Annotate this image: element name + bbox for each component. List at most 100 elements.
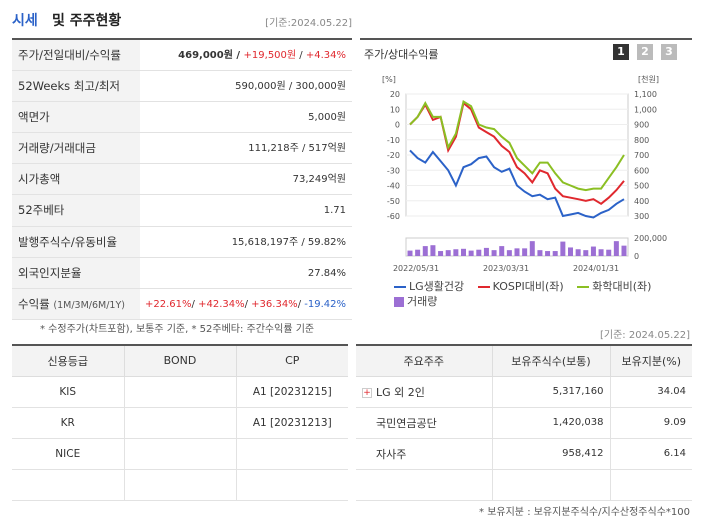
cp-cell [235, 469, 348, 501]
pct-cell: 9.09 [609, 407, 692, 439]
chart-page-1-button[interactable]: 1 [613, 44, 629, 60]
right-tick-label: 1,000 [634, 105, 657, 114]
volume-bar [575, 249, 581, 256]
right-tick-label: 1,100 [634, 90, 657, 99]
volume-bar [529, 241, 535, 256]
footnote-2: * 보유지분 : 보유지분주식수/지수산정주식수*100 [479, 507, 690, 518]
legend-item: LG생활건강 [394, 278, 464, 294]
table-row: 발행주식수/유동비율 15,618,197주 / 59.82% [12, 226, 352, 258]
row-value: 590,000원 / 300,000원 [235, 81, 346, 93]
holder-name-cell: 자사주 [356, 438, 492, 470]
volume-bar [590, 246, 596, 256]
series-line-0 [409, 149, 625, 219]
price-change-pct: +4.34% [305, 50, 346, 61]
row-value: 27.84% [307, 267, 346, 279]
bond-cell [123, 469, 236, 501]
right-tick-label: 900 [634, 121, 649, 130]
footnote: * 수정주가(차트포함), 보통주 기준, * 52주베타: 주간수익률 기준 [40, 324, 315, 335]
agency-cell [12, 469, 124, 501]
credit-rating-table: 신용등급 BOND CP KIS A1 [20231215] KR A1 [2023… [12, 344, 348, 501]
left-tick-label: 10 [390, 105, 400, 114]
chart-legend-volume: 거래량 [394, 293, 447, 309]
legend-label: 거래량 [407, 295, 438, 308]
quote-table: 주가/전일대비/수익률 469,000원 / +19,500원 / +4.34%… [12, 38, 352, 320]
section-title-sub: 및 주주현황 [52, 13, 122, 29]
col-header: CP [235, 345, 348, 377]
volume-bar [430, 245, 436, 256]
as-of-date: [기준:2024.05.22] [265, 18, 352, 29]
left-tick-label: -40 [387, 182, 400, 191]
row-value: 73,249억원 [292, 174, 346, 186]
table-row: 거래량/거래대금 111,218주 / 517억원 [12, 133, 352, 165]
cp-cell [235, 438, 348, 470]
returns-label: 수익률 [18, 296, 50, 311]
table-row: 시가총액 73,249억원 [12, 164, 352, 196]
table-row: 52주베타 1.71 [12, 195, 352, 227]
table-row: 외국인지분율 27.84% [12, 257, 352, 289]
return-1y: -19.42% [304, 298, 346, 310]
volume-bar [415, 249, 421, 256]
x-tick-label: 2022/05/31 [393, 264, 439, 273]
volume-bar [560, 241, 566, 256]
row-value: 469,000원 / +19,500원 / +4.34% [140, 40, 352, 70]
volume-bar [491, 250, 497, 256]
volume-bar [453, 249, 459, 256]
col-header: 보유지분(%) [609, 345, 692, 377]
return-6m: +36.34% [251, 298, 298, 310]
left-tick-label: -20 [387, 151, 400, 160]
left-axis-unit: [%] [382, 75, 396, 84]
row-value: 1.71 [323, 205, 346, 217]
volume-bar [476, 249, 482, 256]
chart-page-3-button[interactable]: 3 [661, 44, 677, 60]
volume-bar [506, 250, 512, 256]
row-label: 외국인지분율 [12, 257, 140, 288]
series-line-2 [409, 100, 625, 192]
right-tick-label: 800 [634, 136, 649, 145]
right-tick-label: 300 [634, 212, 649, 221]
section-title-main: 시세 [12, 13, 38, 29]
table-row: + LG 외 2인 5,317,160 34.04 [356, 376, 692, 408]
legend-label: LG생활건강 [409, 280, 465, 293]
shares-cell: 958,412 [491, 438, 610, 470]
col-header: BOND [123, 345, 236, 377]
col-header: 보유주식수(보통) [491, 345, 610, 377]
volume-bar [568, 247, 573, 256]
shares-cell: 1,420,038 [491, 407, 610, 439]
legend-label: 화학대비(좌) [592, 280, 652, 293]
row-value: 111,218주 / 517억원 [248, 143, 346, 155]
table-row: KR A1 [20231213] [12, 407, 348, 439]
table-row: KIS A1 [20231215] [12, 376, 348, 408]
holder-name: LG 외 2인 [376, 385, 425, 399]
left-tick-label: 20 [390, 90, 400, 99]
chart-page-2-button[interactable]: 2 [637, 44, 653, 60]
row-label: 거래량/거래대금 [12, 133, 140, 164]
volume-bar [522, 248, 528, 256]
volume-bar [468, 250, 474, 256]
table-row [12, 469, 348, 501]
legend-item: KOSPI대비(좌) [477, 278, 564, 294]
row-label: 발행주식수/유동비율 [12, 226, 140, 257]
holder-name-cell [356, 469, 492, 501]
row-value: 15,618,197주 / 59.82% [231, 236, 346, 248]
separator: / [296, 50, 306, 61]
volume-bar [461, 248, 466, 256]
volume-bar [598, 249, 604, 256]
col-header: 주요주주 [356, 345, 492, 377]
pct-cell [609, 469, 692, 501]
right-tick-label: 500 [634, 182, 649, 191]
left-tick-label: -30 [387, 166, 400, 175]
cp-cell: A1 [20231213] [235, 407, 348, 439]
volume-bar [499, 246, 505, 256]
legend-swatch [394, 297, 404, 307]
return-3m: +42.34% [198, 298, 245, 310]
table-row: NICE [12, 438, 348, 470]
right-tick-label: 400 [634, 197, 649, 206]
chart-title: 주가/상대수익률 [364, 48, 439, 61]
left-tick-label: -60 [387, 212, 400, 221]
right-tick-label: 700 [634, 151, 649, 160]
table-row: 수익률 (1M/3M/6M/1Y) +22.61%/ +42.34%/ +36.… [12, 288, 352, 320]
expand-plus-icon[interactable]: + [362, 387, 372, 398]
agency-cell: KIS [12, 376, 124, 408]
cp-cell: A1 [20231215] [235, 376, 348, 408]
x-tick-label: 2023/03/31 [483, 264, 529, 273]
